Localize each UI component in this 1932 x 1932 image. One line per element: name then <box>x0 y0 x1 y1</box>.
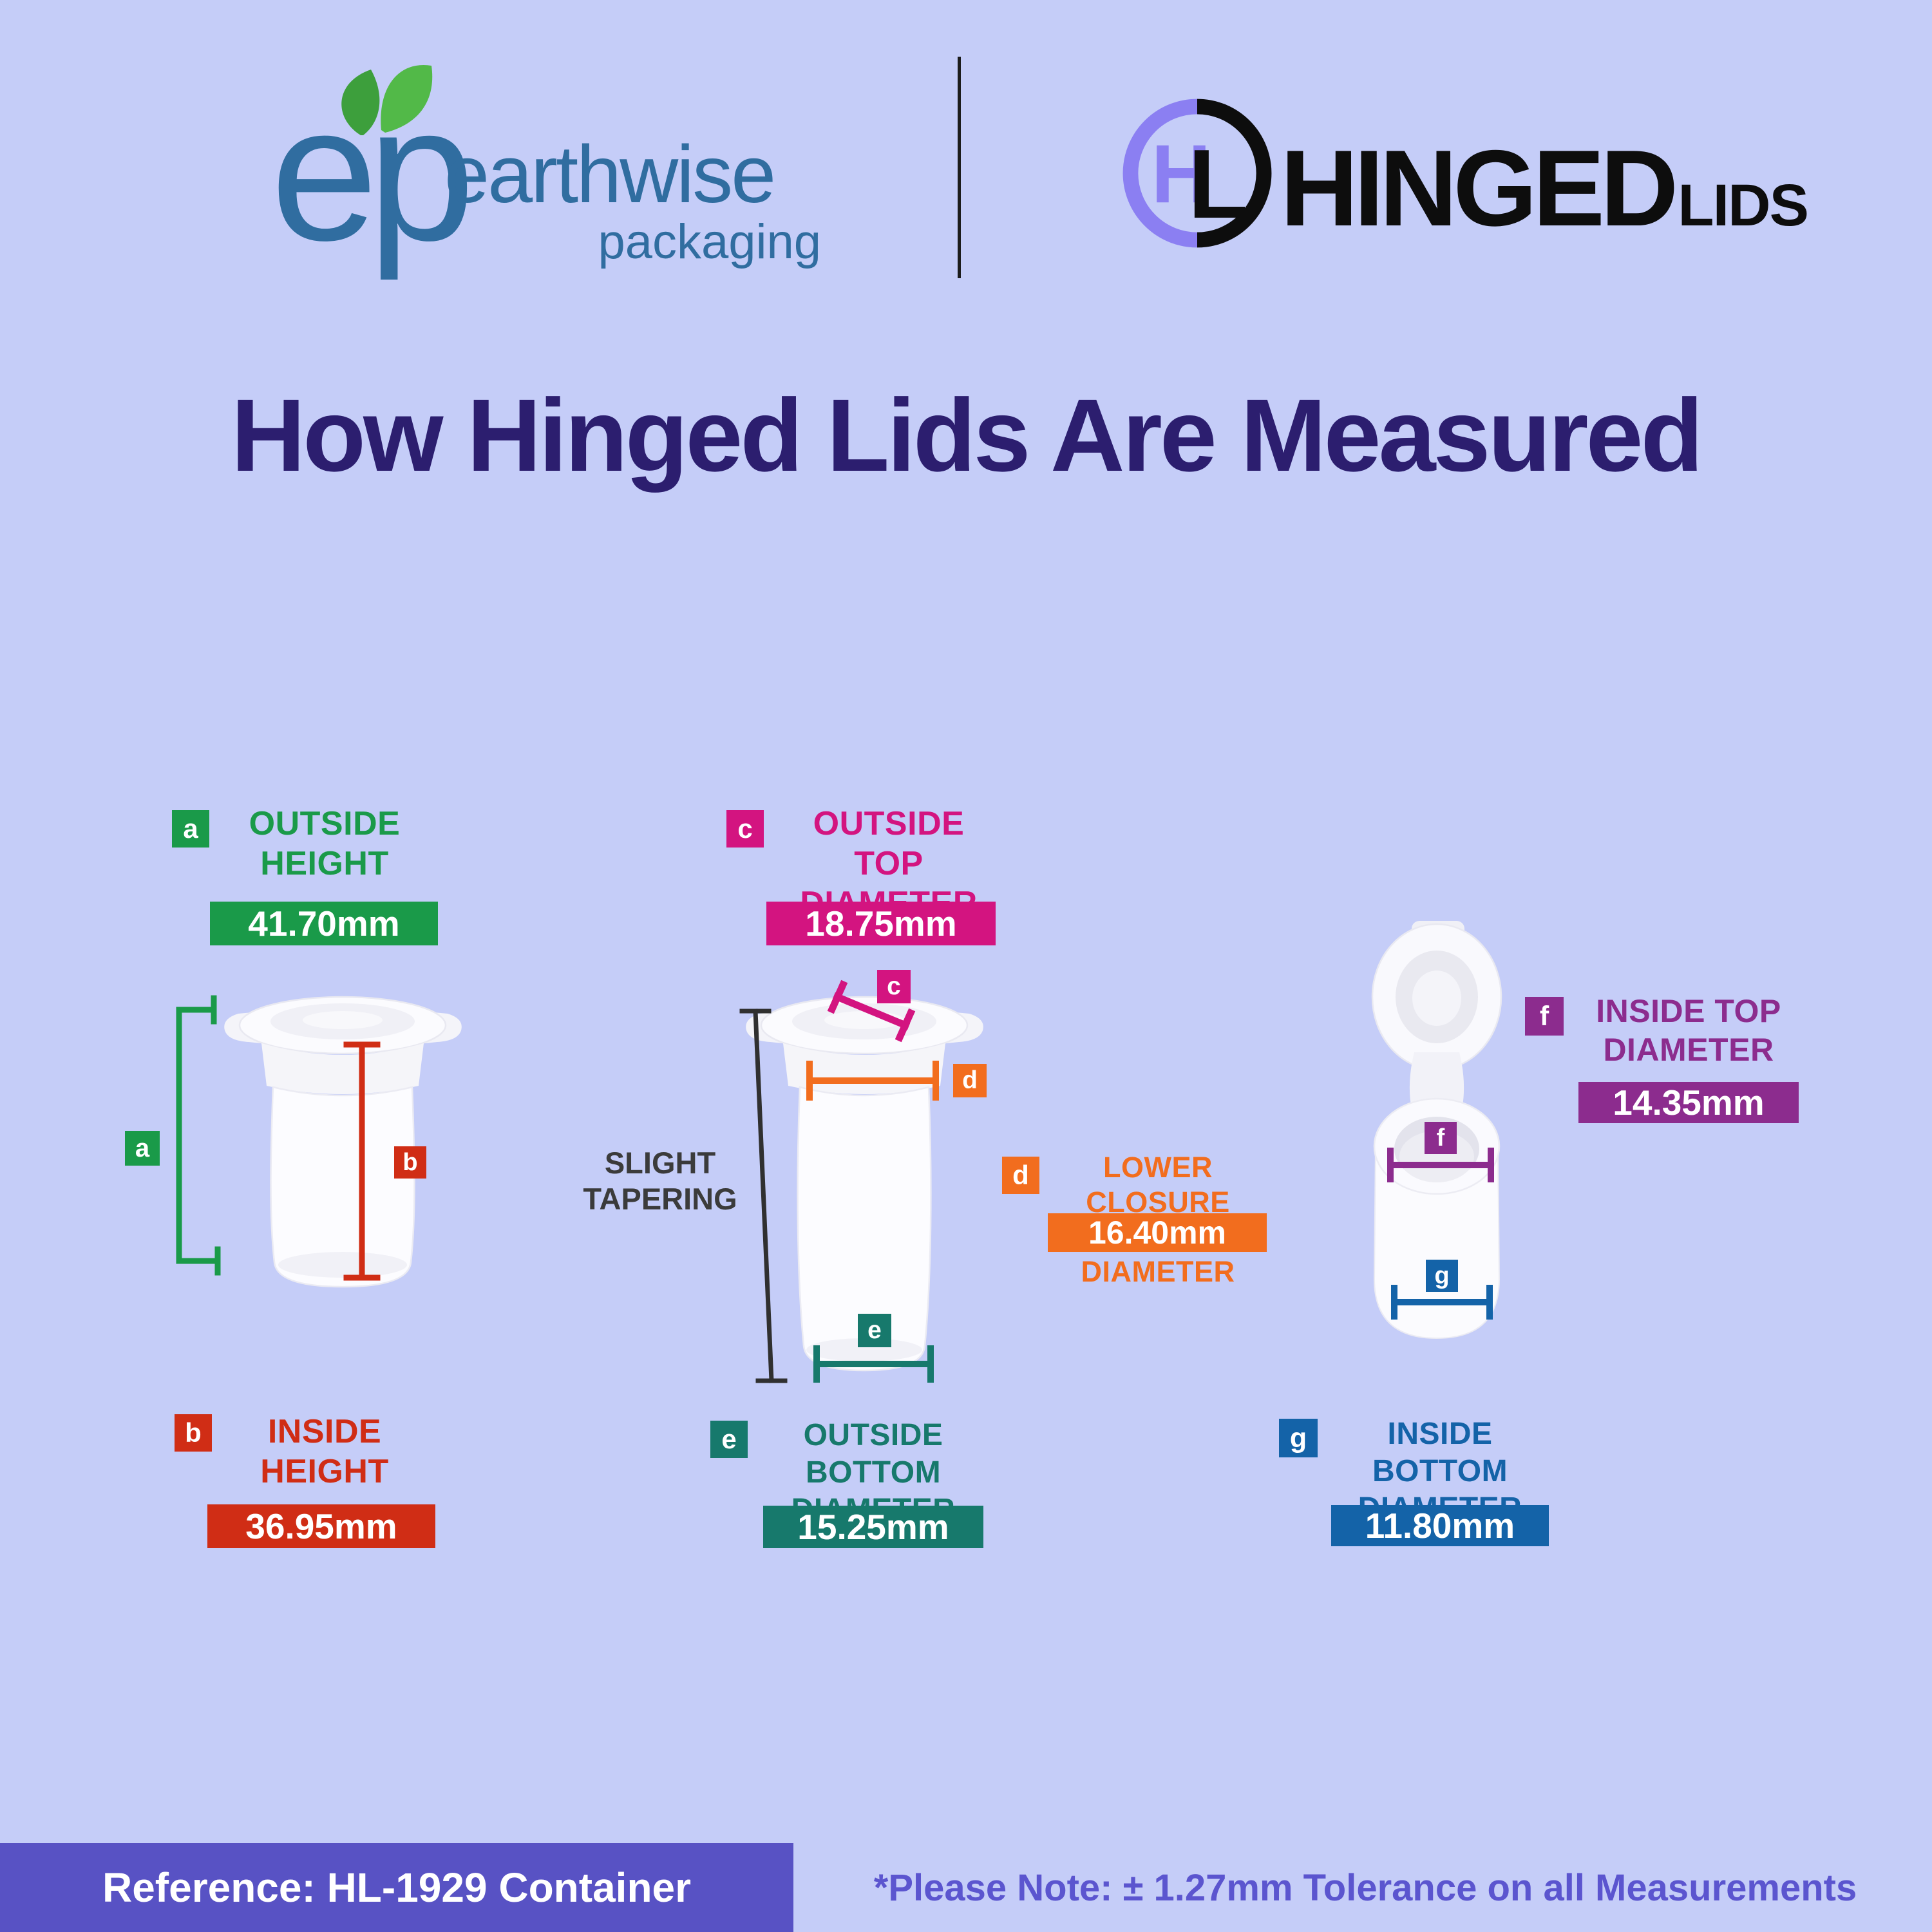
hingedlids-name: HINGED <box>1280 128 1678 249</box>
cap-center <box>824 1011 904 1029</box>
badge-f: f <box>1525 997 1564 1036</box>
label-inside-height: INSIDE HEIGHT <box>222 1412 428 1492</box>
tapering-line2: TAPERING <box>583 1182 737 1216</box>
badge-g-diagram: g <box>1426 1260 1458 1292</box>
badge-g: g <box>1279 1419 1318 1457</box>
value-inside-bottom-diameter: 11.80mm <box>1331 1505 1549 1546</box>
hl-monogram-l: L <box>1188 129 1248 239</box>
hingedlids-subname: LIDS <box>1678 173 1809 238</box>
badge-b-diagram: b <box>394 1146 426 1179</box>
value-lower-closure-outside-diameter: 16.40mm <box>1048 1213 1267 1252</box>
badge-b: b <box>175 1414 212 1452</box>
cap-neck <box>261 1043 424 1094</box>
leaf-left <box>341 70 380 135</box>
badge-f-diagram: f <box>1425 1122 1457 1154</box>
label-line: HEIGHT <box>260 1453 389 1490</box>
closed-container-illustration <box>224 996 462 1288</box>
hl-ring-left <box>1122 99 1198 248</box>
label-line: INSIDE TOP <box>1596 993 1781 1029</box>
label-line: OUTSIDE BOTTOM <box>803 1418 943 1490</box>
tapering-line1: SLIGHT <box>604 1146 716 1180</box>
label-line: OUTSIDE <box>249 805 401 842</box>
reference-text: Reference: HL-1929 Container <box>102 1864 692 1911</box>
label-line: HEIGHT <box>260 845 389 882</box>
label-line: LOWER CLOSURE <box>1086 1151 1230 1218</box>
tapering-note: SLIGHT TAPERING <box>560 1145 760 1217</box>
earthwise-leaves-icon <box>341 64 433 135</box>
badge-c: c <box>726 810 764 848</box>
measure-line-a <box>176 995 221 1276</box>
earthwise-logo-subname: packaging <box>598 214 822 269</box>
open-lid-center <box>1412 971 1461 1026</box>
badge-e: e <box>710 1421 748 1458</box>
value-outside-bottom-diameter: 15.25mm <box>763 1506 983 1548</box>
body-bottom-shade <box>278 1252 407 1278</box>
label-line: OUTSIDE TOP <box>813 805 965 882</box>
badge-c-diagram: c <box>877 970 911 1003</box>
label-outside-height: OUTSIDE HEIGHT <box>222 804 428 884</box>
page-title: How Hinged Lids Are Measured <box>231 377 1703 493</box>
value-outside-top-diameter: 18.75mm <box>766 902 996 945</box>
earthwise-logo-name: earthwise <box>444 129 776 220</box>
hingedlids-wordmark: HINGED LIDS <box>1280 126 1809 251</box>
badge-d-diagram: d <box>953 1064 987 1097</box>
hingedlids-badge-icon: H L <box>1122 99 1272 248</box>
label-line: INSIDE BOTTOM <box>1372 1417 1508 1488</box>
label-line: INSIDE <box>267 1413 382 1450</box>
cap-center <box>303 1011 383 1029</box>
logo-divider <box>958 57 961 278</box>
badge-e-diagram: e <box>858 1314 891 1347</box>
badge-a: a <box>172 810 209 848</box>
reference-bar: Reference: HL-1929 Container <box>0 1843 793 1932</box>
leaf-right <box>381 64 433 133</box>
label-inside-top-diameter: INSIDE TOP DIAMETER <box>1579 992 1798 1069</box>
badge-d: d <box>1002 1157 1039 1194</box>
value-inside-height: 36.95mm <box>207 1504 435 1548</box>
hl-monogram-h: H <box>1151 128 1211 220</box>
value-outside-height: 41.70mm <box>210 902 438 945</box>
tolerance-note: *Please Note: ± 1.27mm Tolerance on all … <box>873 1866 1857 1909</box>
value-inside-top-diameter: 14.35mm <box>1578 1082 1799 1123</box>
badge-a-diagram: a <box>125 1131 160 1166</box>
label-line: DIAMETER <box>1603 1032 1774 1068</box>
hl-ring-right <box>1197 99 1272 248</box>
